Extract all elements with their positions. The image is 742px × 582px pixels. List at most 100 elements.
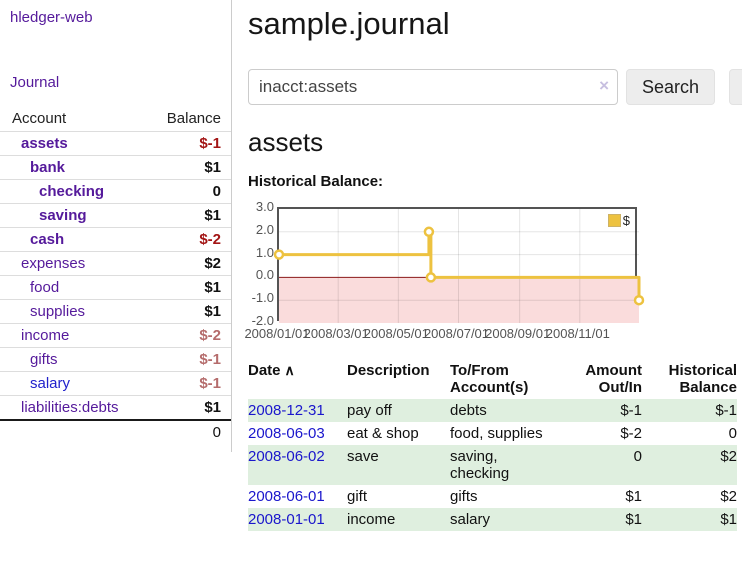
- register-date-link[interactable]: 2008-06-02: [248, 448, 325, 465]
- page-title: sample.journal: [248, 6, 450, 41]
- help-button[interactable]: ?: [729, 69, 742, 105]
- accounts-table: Account Balance assets $-1 bank $1 checking 0…: [0, 107, 231, 443]
- sidebar-account-link[interactable]: salary: [30, 375, 71, 392]
- register-date-link[interactable]: 2008-12-31: [248, 402, 325, 419]
- x-tick-label: 2008/01/01: [244, 326, 310, 341]
- search-button[interactable]: Search: [626, 69, 716, 105]
- register-table: Date ∧ Description To/From Account(s) Amo…: [248, 360, 737, 531]
- register-amount-cell: $1: [625, 511, 642, 528]
- register-description-cell: gift: [347, 488, 368, 505]
- sidebar-account-link[interactable]: checking: [39, 183, 105, 200]
- sidebar: hledger-web Journal Account Balance asse…: [0, 0, 232, 452]
- sort-asc-icon: ∧: [284, 362, 295, 378]
- search-input[interactable]: [248, 69, 618, 105]
- clear-search-icon[interactable]: ×: [599, 76, 609, 95]
- x-tick-label: 2008/05/01: [363, 326, 429, 341]
- account-column-header: Account: [12, 110, 67, 127]
- register-amount-cell: $1: [625, 488, 642, 505]
- sidebar-account-link[interactable]: income: [21, 327, 70, 344]
- register-balance-cell: $2: [720, 448, 737, 465]
- chart-title: Historical Balance:: [248, 173, 384, 190]
- sidebar-account-balance: $2: [204, 255, 221, 272]
- register-accounts-cell: food, supplies: [450, 425, 543, 442]
- register-balance-cell: $2: [720, 488, 737, 505]
- register-row[interactable]: 2008-06-02 save saving, checking 0 $2: [248, 445, 737, 485]
- register-row[interactable]: 2008-12-31 pay off debts $-1 $-1: [248, 399, 737, 422]
- chart-legend: $: [605, 212, 632, 229]
- chart-data-point: [273, 249, 285, 260]
- column-header-date[interactable]: Date ∧: [248, 362, 295, 379]
- register-amount-cell: $-2: [620, 425, 642, 442]
- register-amount-cell: $-1: [620, 402, 642, 419]
- register-row[interactable]: 2008-06-01 gift gifts $1 $2: [248, 485, 737, 508]
- x-tick-label: 2008/09/01: [485, 326, 551, 341]
- sidebar-account-balance: $1: [204, 207, 221, 224]
- register-date-link[interactable]: 2008-06-03: [248, 425, 325, 442]
- sidebar-item-journal[interactable]: Journal: [10, 74, 60, 91]
- balance-chart-svg: [273, 209, 645, 323]
- register-accounts-cell: salary: [450, 511, 491, 528]
- x-tick-label: 2008/03/01: [303, 326, 369, 341]
- legend-label: $: [622, 213, 630, 228]
- chart-plot-area: $: [273, 207, 645, 323]
- sidebar-account-row: food $1: [0, 275, 231, 299]
- sidebar-account-row: cash $-2: [0, 227, 231, 251]
- y-tick-label: 2.0: [255, 221, 274, 237]
- register-row[interactable]: 2008-06-03 eat & shop food, supplies $-2 0: [248, 422, 737, 445]
- sidebar-account-link[interactable]: cash: [30, 231, 65, 248]
- sidebar-account-row: income $-2: [0, 323, 231, 347]
- register-amount-cell: 0: [633, 448, 642, 465]
- register-date-cell: 2008-06-01: [248, 485, 347, 508]
- register-date-cell: 2008-06-03: [248, 422, 347, 445]
- app-title-link[interactable]: hledger-web: [10, 9, 93, 26]
- y-tick-label: 3.0: [255, 199, 274, 214]
- column-header-amount[interactable]: Amount Out/In: [585, 362, 642, 396]
- search-bar: × Search ?: [248, 69, 742, 105]
- register-description-cell: eat & shop: [347, 425, 419, 442]
- register-description-cell: income: [347, 511, 396, 528]
- sidebar-account-link[interactable]: saving: [39, 207, 87, 224]
- balance-column-header: Balance: [166, 110, 221, 127]
- sidebar-account-link[interactable]: bank: [30, 159, 66, 176]
- sidebar-account-balance: $-1: [199, 375, 221, 392]
- register-date-cell: 2008-01-01: [248, 508, 347, 531]
- sidebar-account-link[interactable]: food: [30, 279, 60, 296]
- register-header-row: Date ∧ Description To/From Account(s) Amo…: [248, 360, 737, 399]
- accounts-total-row: 0: [0, 419, 231, 443]
- y-tick-label: 0.0: [255, 267, 274, 283]
- register-date-link[interactable]: 2008-06-01: [248, 488, 325, 505]
- sidebar-account-link[interactable]: liabilities:debts: [21, 399, 119, 416]
- register-description-cell: pay off: [347, 402, 392, 419]
- register-accounts-cell: gifts: [450, 488, 478, 505]
- register-date-link[interactable]: 2008-01-01: [248, 511, 325, 528]
- chart-data-point: [423, 226, 435, 238]
- sidebar-account-balance: $1: [204, 303, 221, 320]
- register-description-cell: save: [347, 448, 379, 465]
- sidebar-account-link[interactable]: supplies: [30, 303, 86, 320]
- sidebar-account-balance: $-2: [199, 327, 221, 344]
- sidebar-account-row: assets $-1: [0, 131, 231, 155]
- sidebar-account-row: checking 0: [0, 179, 231, 203]
- y-tick-label: -2.0: [251, 313, 274, 328]
- register-row[interactable]: 2008-01-01 income salary $1 $1: [248, 508, 737, 531]
- column-header-accounts[interactable]: To/From Account(s): [450, 362, 529, 396]
- accounts-table-header: Account Balance: [0, 107, 231, 131]
- register-date-cell: 2008-12-31: [248, 399, 347, 422]
- sidebar-account-link[interactable]: expenses: [21, 255, 86, 272]
- sidebar-account-row: bank $1: [0, 155, 231, 179]
- y-tick-label: -1.0: [251, 290, 274, 306]
- main-content: sample.journal × Search ? assets Histori…: [244, 0, 742, 531]
- sidebar-account-balance: $-1: [199, 135, 221, 152]
- sidebar-account-row: gifts $-1: [0, 347, 231, 371]
- column-header-balance[interactable]: Historical Balance: [668, 362, 737, 396]
- x-tick-label: 2008/07/01: [423, 326, 490, 341]
- sidebar-account-balance: $1: [204, 159, 221, 176]
- register-balance-cell: $1: [720, 511, 737, 528]
- register-date-cell: 2008-06-02: [248, 445, 347, 485]
- sidebar-account-link[interactable]: assets: [21, 135, 68, 152]
- sidebar-account-row: saving $1: [0, 203, 231, 227]
- y-tick-label: 1.0: [255, 244, 274, 260]
- column-header-description[interactable]: Description: [347, 362, 430, 379]
- sidebar-account-row: supplies $1: [0, 299, 231, 323]
- sidebar-account-link[interactable]: gifts: [30, 351, 58, 368]
